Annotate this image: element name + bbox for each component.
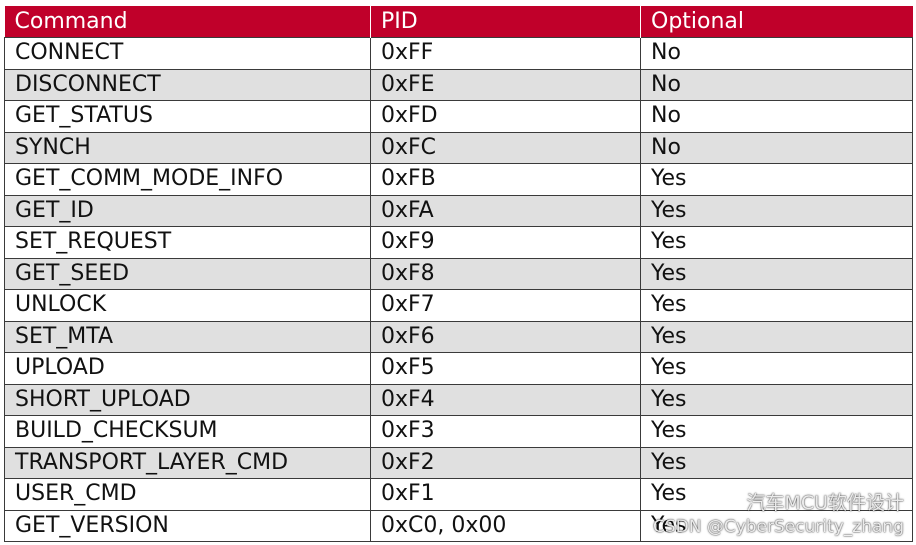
optional-cell: No	[640, 100, 913, 133]
optional-cell: Yes	[640, 226, 913, 259]
command-cell: UPLOAD	[4, 352, 371, 385]
pid-cell: 0xF6	[370, 320, 641, 353]
pid-cell: 0xF2	[370, 446, 641, 479]
table-row: UNLOCK 0xF7 Yes	[4, 289, 913, 322]
command-cell: SET_MTA	[4, 320, 371, 353]
table-row: GET_COMM_MODE_INFO 0xFB Yes	[4, 163, 913, 196]
optional-cell: Yes	[640, 509, 913, 542]
command-table: Command PID Optional CONNECT 0xFF No DIS…	[4, 6, 913, 542]
pid-cell: 0xF3	[370, 415, 641, 448]
pid-cell: 0xC0, 0x00	[370, 509, 641, 542]
command-cell: SET_REQUEST	[4, 226, 371, 259]
table-row: BUILD_CHECKSUM 0xF3 Yes	[4, 415, 913, 448]
optional-cell: Yes	[640, 194, 913, 227]
header-optional: Optional	[640, 6, 913, 38]
command-cell: TRANSPORT_LAYER_CMD	[4, 446, 371, 479]
pid-cell: 0xFC	[370, 131, 641, 164]
pid-cell: 0xF7	[370, 289, 641, 322]
pid-cell: 0xFD	[370, 100, 641, 133]
command-cell: GET_ID	[4, 194, 371, 227]
table-row: UPLOAD 0xF5 Yes	[4, 352, 913, 385]
optional-cell: Yes	[640, 257, 913, 290]
command-cell: CONNECT	[4, 37, 371, 70]
command-cell: USER_CMD	[4, 478, 371, 511]
table-row: GET_VERSION 0xC0, 0x00 Yes	[4, 509, 913, 542]
table-row: SET_REQUEST 0xF9 Yes	[4, 226, 913, 259]
command-cell: DISCONNECT	[4, 68, 371, 101]
optional-cell: Yes	[640, 478, 913, 511]
table-row: SYNCH 0xFC No	[4, 131, 913, 164]
table-row: CONNECT 0xFF No	[4, 37, 913, 70]
optional-cell: Yes	[640, 446, 913, 479]
command-cell: SHORT_UPLOAD	[4, 383, 371, 416]
command-cell: UNLOCK	[4, 289, 371, 322]
table-row: GET_STATUS 0xFD No	[4, 100, 913, 133]
header-command: Command	[4, 6, 371, 38]
pid-cell: 0xFE	[370, 68, 641, 101]
optional-cell: Yes	[640, 352, 913, 385]
command-cell: SYNCH	[4, 131, 371, 164]
command-cell: GET_SEED	[4, 257, 371, 290]
optional-cell: No	[640, 68, 913, 101]
pid-cell: 0xFF	[370, 37, 641, 70]
optional-cell: Yes	[640, 415, 913, 448]
pid-cell: 0xF8	[370, 257, 641, 290]
command-cell: GET_STATUS	[4, 100, 371, 133]
table-row: TRANSPORT_LAYER_CMD 0xF2 Yes	[4, 446, 913, 479]
optional-cell: Yes	[640, 163, 913, 196]
pid-cell: 0xFA	[370, 194, 641, 227]
table-row: DISCONNECT 0xFE No	[4, 68, 913, 101]
table-header-row: Command PID Optional	[4, 6, 913, 38]
optional-cell: No	[640, 37, 913, 70]
optional-cell: No	[640, 131, 913, 164]
pid-cell: 0xFB	[370, 163, 641, 196]
pid-cell: 0xF4	[370, 383, 641, 416]
table-row: SHORT_UPLOAD 0xF4 Yes	[4, 383, 913, 416]
optional-cell: Yes	[640, 320, 913, 353]
optional-cell: Yes	[640, 289, 913, 322]
optional-cell: Yes	[640, 383, 913, 416]
header-pid: PID	[370, 6, 641, 38]
pid-cell: 0xF1	[370, 478, 641, 511]
command-cell: GET_VERSION	[4, 509, 371, 542]
command-cell: BUILD_CHECKSUM	[4, 415, 371, 448]
pid-cell: 0xF9	[370, 226, 641, 259]
table-row: GET_SEED 0xF8 Yes	[4, 257, 913, 290]
table-row: SET_MTA 0xF6 Yes	[4, 320, 913, 353]
command-cell: GET_COMM_MODE_INFO	[4, 163, 371, 196]
pid-cell: 0xF5	[370, 352, 641, 385]
table-row: GET_ID 0xFA Yes	[4, 194, 913, 227]
table-row: USER_CMD 0xF1 Yes	[4, 478, 913, 511]
